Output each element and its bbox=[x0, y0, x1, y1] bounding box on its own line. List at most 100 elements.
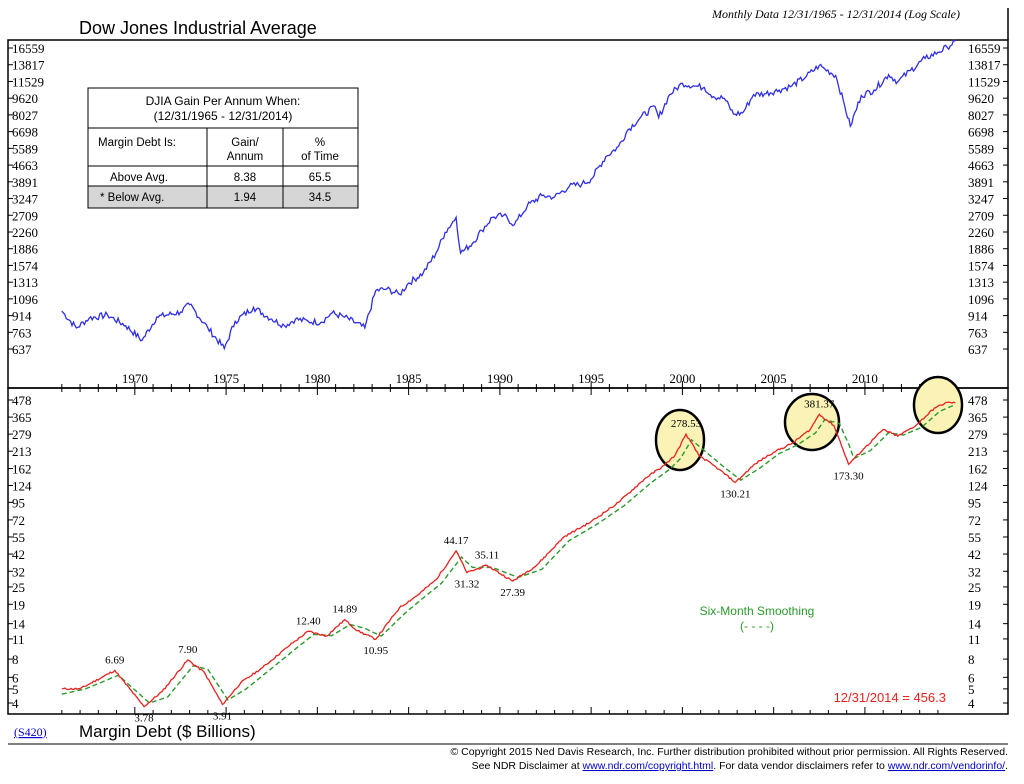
bottom-title: Margin Debt ($ Billions) bbox=[79, 722, 256, 741]
table-cell: 34.5 bbox=[309, 192, 331, 204]
djia-y-tick-label-right: 3247 bbox=[968, 192, 995, 207]
margin-y-tick-label-right: 4 bbox=[968, 696, 975, 711]
djia-y-tick-label-right: 1313 bbox=[968, 275, 994, 290]
table-col-header: Margin Debt Is: bbox=[98, 137, 176, 149]
table-cell: 65.5 bbox=[309, 172, 331, 184]
margin-y-tick-label-left: 162 bbox=[12, 462, 32, 477]
table-title: DJIA Gain Per Annum When: bbox=[146, 94, 301, 108]
table-title-range: (12/31/1965 - 12/31/2014) bbox=[154, 109, 293, 123]
djia-y-tick-label-left: 16559 bbox=[12, 41, 45, 56]
margin-y-tick-label-left: 124 bbox=[12, 478, 32, 493]
djia-y-tick-label-left: 9620 bbox=[12, 91, 38, 106]
data-annotation: 6.69 bbox=[105, 654, 125, 666]
x-tick-label: 1980 bbox=[304, 371, 330, 386]
margin-y-tick-label-left: 72 bbox=[12, 513, 25, 528]
data-annotation: 130.21 bbox=[720, 488, 750, 500]
table-col-header: Gain/ bbox=[231, 137, 259, 149]
chart-code-link[interactable]: (S420) bbox=[14, 725, 47, 739]
margin-y-tick-label-right: 5 bbox=[968, 682, 975, 697]
djia-y-tick-label-right: 3891 bbox=[968, 175, 994, 190]
djia-y-tick-label-left: 763 bbox=[12, 325, 32, 340]
margin-y-tick-label-left: 42 bbox=[12, 547, 25, 562]
djia-y-tick-label-left: 13817 bbox=[12, 58, 45, 73]
margin-y-tick-label-left: 279 bbox=[12, 427, 32, 442]
djia-y-tick-label-right: 13817 bbox=[968, 58, 1001, 73]
margin-y-tick-label-left: 55 bbox=[12, 530, 25, 545]
djia-y-tick-label-right: 1574 bbox=[968, 258, 995, 273]
footer-copyright: © Copyright 2015 Ned Davis Research, Inc… bbox=[451, 746, 1009, 758]
highlight-circle-2007 bbox=[783, 392, 841, 452]
data-annotation: 12.40 bbox=[296, 615, 321, 627]
table-cell: Above Avg. bbox=[110, 172, 168, 184]
djia-y-tick-label-right: 1886 bbox=[968, 242, 995, 257]
data-annotation: 173.30 bbox=[833, 470, 864, 482]
margin-y-tick-label-left: 5 bbox=[12, 682, 19, 697]
last-value-label: 12/31/2014 = 456.3 bbox=[834, 690, 946, 705]
x-tick-label: 1995 bbox=[578, 371, 604, 386]
djia-y-tick-label-left: 1096 bbox=[12, 292, 39, 307]
margin-y-tick-label-right: 213 bbox=[968, 444, 988, 459]
margin-y-tick-label-left: 95 bbox=[12, 495, 25, 510]
data-annotation: 44.17 bbox=[444, 535, 469, 547]
margin-y-tick-label-left: 365 bbox=[12, 410, 32, 425]
djia-y-tick-label-left: 1313 bbox=[12, 275, 38, 290]
margin-y-tick-label-right: 478 bbox=[968, 393, 988, 408]
djia-y-tick-label-left: 3247 bbox=[12, 192, 39, 207]
margin-y-tick-label-right: 11 bbox=[968, 632, 981, 647]
djia-y-tick-label-right: 4663 bbox=[968, 158, 994, 173]
margin-y-tick-label-left: 6 bbox=[12, 670, 19, 685]
vendor-link[interactable]: www.ndr.com/vendorinfo/ bbox=[887, 760, 1005, 772]
margin-y-tick-label-left: 8 bbox=[12, 652, 19, 667]
margin-y-tick-label-left: 478 bbox=[12, 393, 32, 408]
margin-y-tick-label-left: 32 bbox=[12, 564, 25, 579]
margin-series bbox=[61, 401, 956, 708]
djia-y-tick-label-left: 3891 bbox=[12, 175, 38, 190]
copyright-link[interactable]: www.ndr.com/copyright.html bbox=[582, 760, 714, 772]
djia-y-tick-label-left: 11529 bbox=[12, 74, 44, 89]
margin-y-tick-label-right: 42 bbox=[968, 547, 981, 562]
margin-y-tick-label-left: 11 bbox=[12, 632, 25, 647]
margin-y-tick-label-left: 19 bbox=[12, 597, 25, 612]
djia-y-tick-label-right: 2709 bbox=[968, 208, 994, 223]
data-annotation: 14.89 bbox=[332, 604, 357, 616]
djia-y-tick-label-right: 637 bbox=[968, 342, 988, 357]
footer-text: . For data vendor disclaimers refer to bbox=[713, 760, 888, 772]
margin-y-tick-label-right: 25 bbox=[968, 580, 981, 595]
djia-y-tick-label-left: 4663 bbox=[12, 158, 38, 173]
footer-text: . bbox=[1005, 760, 1008, 772]
djia-line bbox=[61, 39, 956, 351]
chart-title: Dow Jones Industrial Average bbox=[79, 18, 317, 38]
gain-table: DJIA Gain Per Annum When: (12/31/1965 - … bbox=[87, 87, 359, 209]
table-cell: 1.94 bbox=[234, 192, 257, 204]
djia-y-tick-label-right: 5589 bbox=[968, 141, 994, 156]
x-tick-label: 2000 bbox=[669, 371, 695, 386]
table-col-header: of Time bbox=[301, 151, 339, 163]
djia-y-tick-label-right: 763 bbox=[968, 325, 988, 340]
data-annotation: 10.95 bbox=[363, 645, 388, 657]
djia-y-tick-label-right: 1096 bbox=[968, 292, 995, 307]
margin-y-tick-label-left: 25 bbox=[12, 580, 25, 595]
data-annotation: 3.91 bbox=[213, 710, 232, 722]
highlight-circle-2014 bbox=[912, 375, 964, 435]
margin-y-tick-label-right: 32 bbox=[968, 564, 981, 579]
data-annotation: 278.53 bbox=[671, 418, 702, 430]
margin-y-tick-label-right: 365 bbox=[968, 410, 988, 425]
djia-y-tick-label-left: 8027 bbox=[12, 108, 39, 123]
data-annotation: 7.90 bbox=[178, 644, 198, 656]
data-annotation: 35.11 bbox=[475, 549, 499, 561]
table-cell: * Below Avg. bbox=[100, 192, 164, 204]
margin-y-tick-label-right: 55 bbox=[968, 530, 981, 545]
margin-y-tick-label-right: 279 bbox=[968, 427, 988, 442]
data-annotation: 27.39 bbox=[500, 587, 525, 599]
djia-y-tick-label-left: 914 bbox=[12, 309, 32, 324]
x-tick-label: 1985 bbox=[396, 371, 422, 386]
legend-symbol: (- - - -) bbox=[740, 619, 774, 633]
margin-annotations: 6.69 3.78 7.90 3.91 12.40 14.89 10.95 44.17 31.3… bbox=[105, 398, 864, 724]
x-tick-label: 2005 bbox=[761, 371, 787, 386]
x-tick-label: 1970 bbox=[122, 371, 148, 386]
margin-y-tick-label-right: 19 bbox=[968, 597, 981, 612]
margin-y-tick-label-right: 6 bbox=[968, 670, 975, 685]
data-annotation: 381.37 bbox=[804, 398, 835, 410]
chart-subtitle: Monthly Data 12/31/1965 - 12/31/2014 (Lo… bbox=[711, 7, 960, 21]
